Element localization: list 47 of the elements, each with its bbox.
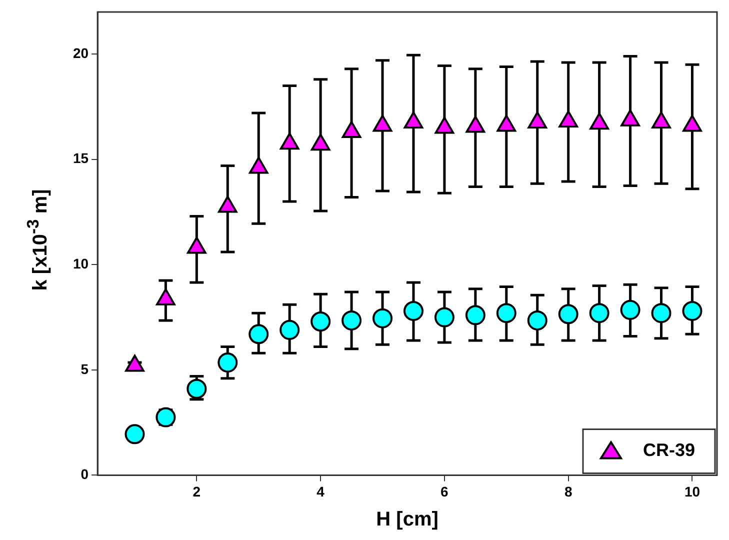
point xyxy=(218,352,238,373)
point xyxy=(310,312,331,332)
x-tick-label: 6 xyxy=(440,483,449,500)
point xyxy=(558,304,578,324)
point xyxy=(187,236,206,254)
x-tick-label: 2 xyxy=(192,483,201,500)
x-tick-label: 10 xyxy=(684,483,700,500)
point xyxy=(682,114,702,132)
x-tick-label: 4 xyxy=(316,483,325,500)
point xyxy=(248,324,269,344)
x-tick-label: 8 xyxy=(564,483,572,500)
point xyxy=(248,156,268,174)
point xyxy=(310,134,330,151)
point xyxy=(682,300,702,321)
y-tick-label: 10 xyxy=(72,256,89,272)
y-tick-label: 20 xyxy=(72,44,89,61)
x-axis-title: H [cm] xyxy=(376,508,438,531)
point xyxy=(280,320,300,340)
y-tick-label: 0 xyxy=(80,466,89,482)
y-tick-label: 15 xyxy=(72,150,89,166)
point xyxy=(372,308,393,328)
y-tick-label: 5 xyxy=(80,360,89,377)
point xyxy=(218,196,238,213)
point xyxy=(620,300,640,320)
point xyxy=(652,112,671,129)
point xyxy=(589,303,610,324)
point xyxy=(342,121,362,138)
point xyxy=(496,303,516,324)
point xyxy=(404,112,424,129)
point xyxy=(280,132,300,150)
point xyxy=(465,305,486,326)
point xyxy=(372,114,392,132)
point xyxy=(124,424,145,444)
point xyxy=(434,116,454,134)
point xyxy=(403,300,424,321)
point xyxy=(342,310,362,330)
point xyxy=(558,110,578,128)
point xyxy=(620,109,640,126)
point xyxy=(466,116,486,133)
point xyxy=(590,112,609,130)
legend-label: CR-39 xyxy=(642,440,695,460)
point xyxy=(434,307,454,328)
point xyxy=(528,112,548,129)
point xyxy=(496,114,516,132)
point xyxy=(651,303,672,324)
point xyxy=(527,310,548,330)
point xyxy=(186,378,207,399)
